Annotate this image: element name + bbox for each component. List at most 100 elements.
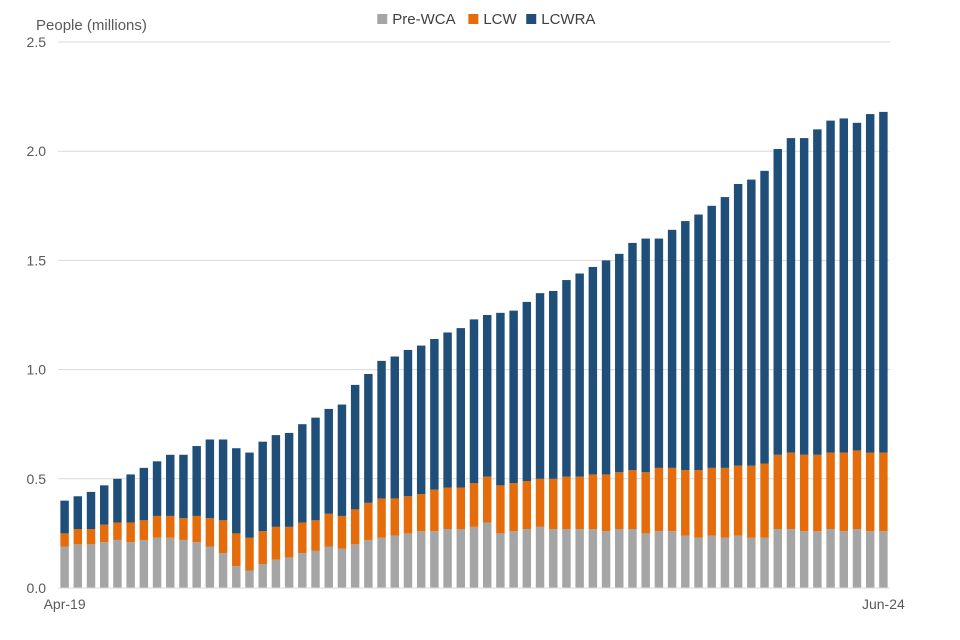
bar-segment [166,515,175,538]
bar-segment [681,535,690,588]
bar-segment [694,214,703,471]
bar-segment [747,465,756,538]
bar-segment [747,179,756,466]
bar-segment [139,467,149,521]
bar-segment [179,454,188,519]
bar-segment [601,260,611,475]
bar-segment [826,452,835,530]
bar-segment [73,544,83,588]
bar-segment [562,529,571,588]
bar-segment [549,529,558,588]
bar-segment [575,476,584,530]
bar-segment [232,533,241,567]
bar-segment [456,487,466,530]
bar-segment [773,454,782,530]
bar-segment [667,467,677,532]
bar-segment [337,404,347,516]
bar-segment [205,518,215,547]
bar-segment [416,531,426,588]
bar-segment [694,470,703,538]
bar-segment [535,478,545,527]
bar-segment [615,253,624,473]
bar-segment [284,526,294,558]
x-axis-ticks: Apr-19 Jun-24 [44,596,905,612]
bar-segment [813,531,822,588]
bar-segment [73,529,83,545]
bar-segment [245,452,254,538]
bar-segment [588,529,598,588]
bar-segment [139,520,149,540]
x-tick-label: Jun-24 [862,596,905,612]
bar-segment [496,533,505,588]
bar-segment [416,494,426,532]
bar-segment [535,526,545,588]
bar-segment [496,485,505,534]
bar-segment [60,546,69,588]
bar-segment [826,529,835,588]
bar-segment [364,502,373,540]
bar-segment [562,476,571,530]
y-axis-ticks: 0.0 0.5 1.0 1.5 2.0 2.5 [27,34,47,596]
bar-segment [218,439,228,521]
bar-segment [469,319,479,484]
bar-segment [879,111,888,453]
bar-segment [324,513,333,547]
bar-segment [311,520,320,551]
bar-segment [99,542,109,588]
bar-segment [601,474,611,532]
legend: Pre-WCA LCW LCWRA [377,11,595,28]
bar-segment [760,537,769,588]
bar-segment [192,515,201,543]
bar-segment [482,476,492,523]
bar-segment [258,563,267,588]
bars [60,111,888,588]
bar-segment [403,496,413,534]
bar-segment [839,452,849,532]
bar-segment [271,526,281,560]
bar-segment [549,478,558,530]
bar-segment [786,529,796,588]
bar-segment [707,205,716,468]
bar-segment [324,546,333,588]
bar-segment [549,290,558,479]
bar-segment [469,526,479,588]
bar-segment [337,515,347,549]
bar-segment [192,542,201,588]
bar-segment [852,450,862,530]
bar-segment [535,293,545,479]
bar-segment [799,454,809,532]
bar-segment [126,522,135,543]
bar-segment [284,557,294,588]
bar-segment [179,518,188,540]
bar-segment [60,500,69,534]
bar-segment [747,537,756,588]
bar-segment [509,531,518,588]
bar-segment [482,522,492,588]
bar-segment [126,542,135,588]
bar-segment [852,529,862,588]
bar-segment [390,356,399,499]
bar-segment [126,474,135,523]
bar-segment [588,266,598,475]
bar-segment [311,417,320,521]
bar-segment [654,467,664,532]
bar-segment [786,138,796,453]
bar-segment [733,465,743,536]
bar-segment [403,533,413,588]
bar-segment [456,529,466,588]
legend-swatch [377,14,388,24]
bar-segment [720,197,730,468]
bar-segment [773,529,782,588]
bar-segment [760,463,769,538]
bar-segment [615,529,624,588]
bar-segment [86,529,96,545]
y-tick-label: 0.0 [27,580,47,596]
bar-segment [681,221,690,471]
bar-segment [615,472,624,530]
bar-segment [258,531,267,564]
bar-segment [152,461,162,516]
bar-segment [218,520,228,554]
bar-segment [113,539,122,588]
bar-segment [562,280,571,477]
bar-segment [271,435,281,527]
